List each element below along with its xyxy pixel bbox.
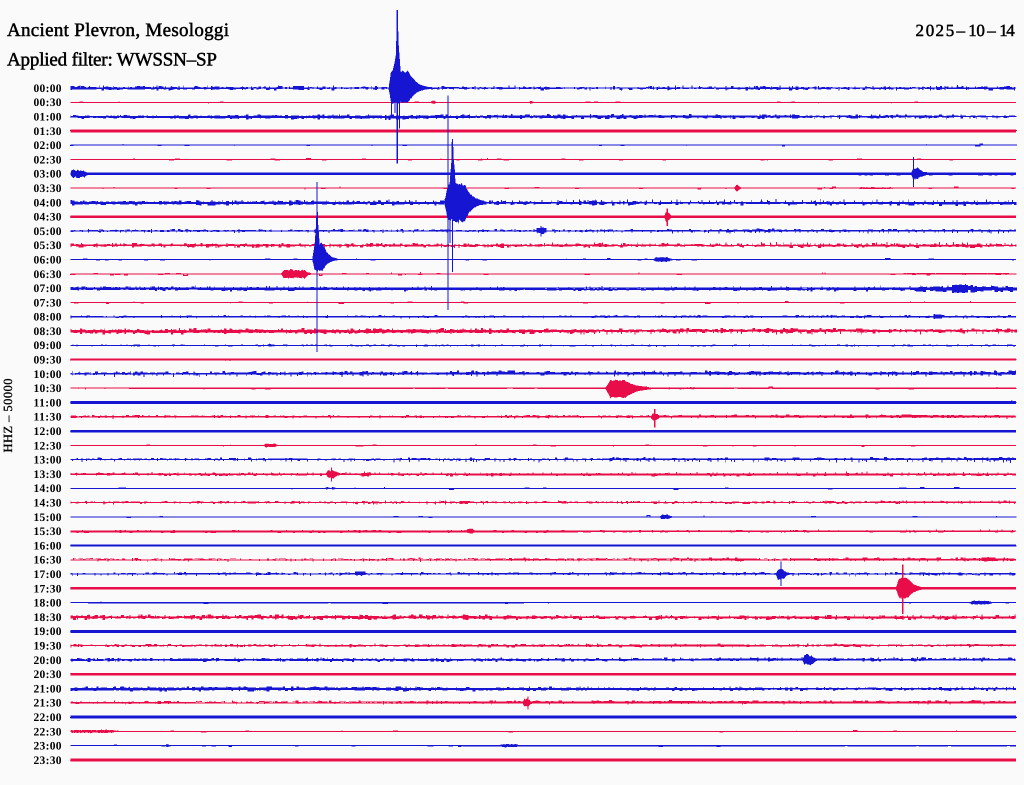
svg-text:01:00: 01:00 xyxy=(34,112,62,124)
svg-text:15:00: 15:00 xyxy=(34,512,62,524)
svg-text:13:30: 13:30 xyxy=(34,469,62,481)
svg-text:13:00: 13:00 xyxy=(34,455,62,467)
svg-text:18:00: 18:00 xyxy=(34,598,62,610)
svg-text:23:30: 23:30 xyxy=(34,755,62,767)
svg-text:20:30: 20:30 xyxy=(34,669,62,681)
svg-text:08:30: 08:30 xyxy=(34,326,62,338)
svg-text:00:00: 00:00 xyxy=(34,83,62,95)
svg-text:07:30: 07:30 xyxy=(34,297,62,309)
svg-text:03:30: 03:30 xyxy=(34,183,62,195)
svg-text:02:30: 02:30 xyxy=(34,154,62,166)
svg-text:14:00: 14:00 xyxy=(34,483,62,495)
svg-text:21:30: 21:30 xyxy=(34,698,62,710)
svg-text:04:00: 04:00 xyxy=(34,197,62,209)
svg-text:11:00: 11:00 xyxy=(34,397,62,409)
svg-text:21:00: 21:00 xyxy=(34,683,62,695)
svg-text:08:00: 08:00 xyxy=(34,312,62,324)
svg-text:07:00: 07:00 xyxy=(34,283,62,295)
svg-text:05:00: 05:00 xyxy=(34,226,62,238)
svg-text:19:30: 19:30 xyxy=(34,641,62,653)
svg-text:23:00: 23:00 xyxy=(34,741,62,753)
svg-text:10:00: 10:00 xyxy=(34,369,62,381)
svg-text:02:00: 02:00 xyxy=(34,140,62,152)
svg-text:Ancient Plevron, Mesologgi: Ancient Plevron, Mesologgi xyxy=(7,20,229,41)
svg-text:19:00: 19:00 xyxy=(34,626,62,638)
svg-text:Applied filter: WWSSN–SP: Applied filter: WWSSN–SP xyxy=(7,50,217,71)
svg-text:09:00: 09:00 xyxy=(34,340,62,352)
svg-text:18:30: 18:30 xyxy=(34,612,62,624)
svg-text:11:30: 11:30 xyxy=(34,412,62,424)
svg-text:16:30: 16:30 xyxy=(34,555,62,567)
svg-text:15:30: 15:30 xyxy=(34,526,62,538)
svg-text:09:30: 09:30 xyxy=(34,355,62,367)
svg-text:20:00: 20:00 xyxy=(34,655,62,667)
svg-text:17:30: 17:30 xyxy=(34,583,62,595)
svg-text:17:00: 17:00 xyxy=(34,569,62,581)
svg-text:22:30: 22:30 xyxy=(34,726,62,738)
svg-text:14:30: 14:30 xyxy=(34,498,62,510)
svg-text:HHZ – 50000: HHZ – 50000 xyxy=(1,379,15,453)
svg-text:12:30: 12:30 xyxy=(34,440,62,452)
svg-text:12:00: 12:00 xyxy=(34,426,62,438)
svg-text:10:30: 10:30 xyxy=(34,383,62,395)
svg-text:16:00: 16:00 xyxy=(34,540,62,552)
svg-text:03:00: 03:00 xyxy=(34,169,62,181)
svg-text:22:00: 22:00 xyxy=(34,712,62,724)
svg-text:04:30: 04:30 xyxy=(34,212,62,224)
svg-text:00:30: 00:30 xyxy=(34,97,62,109)
svg-text:06:00: 06:00 xyxy=(34,255,62,267)
svg-text:01:30: 01:30 xyxy=(34,126,62,138)
svg-text:05:30: 05:30 xyxy=(34,240,62,252)
svg-text:06:30: 06:30 xyxy=(34,269,62,281)
